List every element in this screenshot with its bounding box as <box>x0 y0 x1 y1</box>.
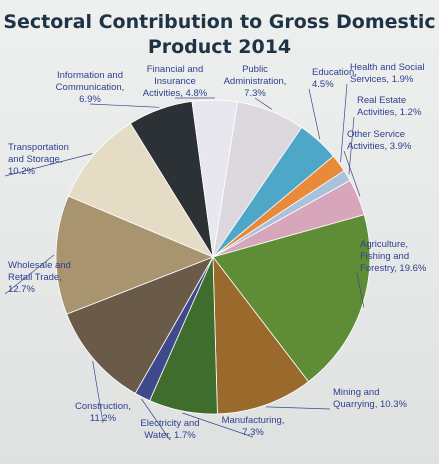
slice-label: Wholesale and Retail Trade, 12.7% <box>8 260 71 295</box>
slice-labels: Public Administration, 7.3% Education, 4.5%H… <box>8 62 427 441</box>
pie-slice <box>212 255 309 415</box>
leader-line <box>4 254 55 295</box>
slice-label: Information and Communication, 6.9% <box>56 70 125 105</box>
leader-line <box>92 360 104 424</box>
slice-label: Mining and Quarrying, 10.3% <box>333 387 407 410</box>
pie-slice <box>66 256 214 394</box>
slice-label: Construction, 11.2% <box>75 401 131 424</box>
slice-label: Public Administration, 7.3% <box>224 64 287 99</box>
pie-slice <box>67 122 214 258</box>
chart-title-line-2: Product 2014 <box>147 36 292 58</box>
slice-label: Health and Social Services, 1.9% <box>350 62 424 85</box>
slice-label: Financial and Insurance Activities, 4.8% <box>143 64 208 99</box>
pie-slices <box>55 99 371 415</box>
label-leaders <box>4 83 365 441</box>
slice-label: Education, 4.5% <box>312 67 357 90</box>
leader-line <box>89 103 160 108</box>
pie-slice <box>212 214 371 383</box>
leader-line <box>343 150 361 197</box>
slice-label: Other Service Activities, 3.9% <box>347 129 412 152</box>
leader-line <box>141 398 171 441</box>
slice-label: Transportation and Storage, 10.2% <box>8 142 69 177</box>
slice-label: Electricity and Water, 1.7% <box>140 418 199 441</box>
leader-line <box>348 116 355 175</box>
pie-slice <box>55 195 215 315</box>
leader-line <box>308 88 321 140</box>
slice-label: Agriculture, Fishing and Forestry, 19.6% <box>360 239 427 274</box>
leader-line <box>356 272 365 308</box>
leader-line <box>4 153 93 177</box>
leader-line <box>340 83 348 163</box>
chart-title-line-1: Sectoral Contribution to Gross Domestic <box>3 11 436 33</box>
leader-line <box>266 406 331 410</box>
slice-label: Real Estate Activities, 1.2% <box>357 95 422 118</box>
leader-line <box>254 97 272 110</box>
slice-label: Manufacturing, 7.3% <box>222 415 285 438</box>
pie-slice <box>191 99 239 258</box>
leader-line <box>182 412 254 438</box>
